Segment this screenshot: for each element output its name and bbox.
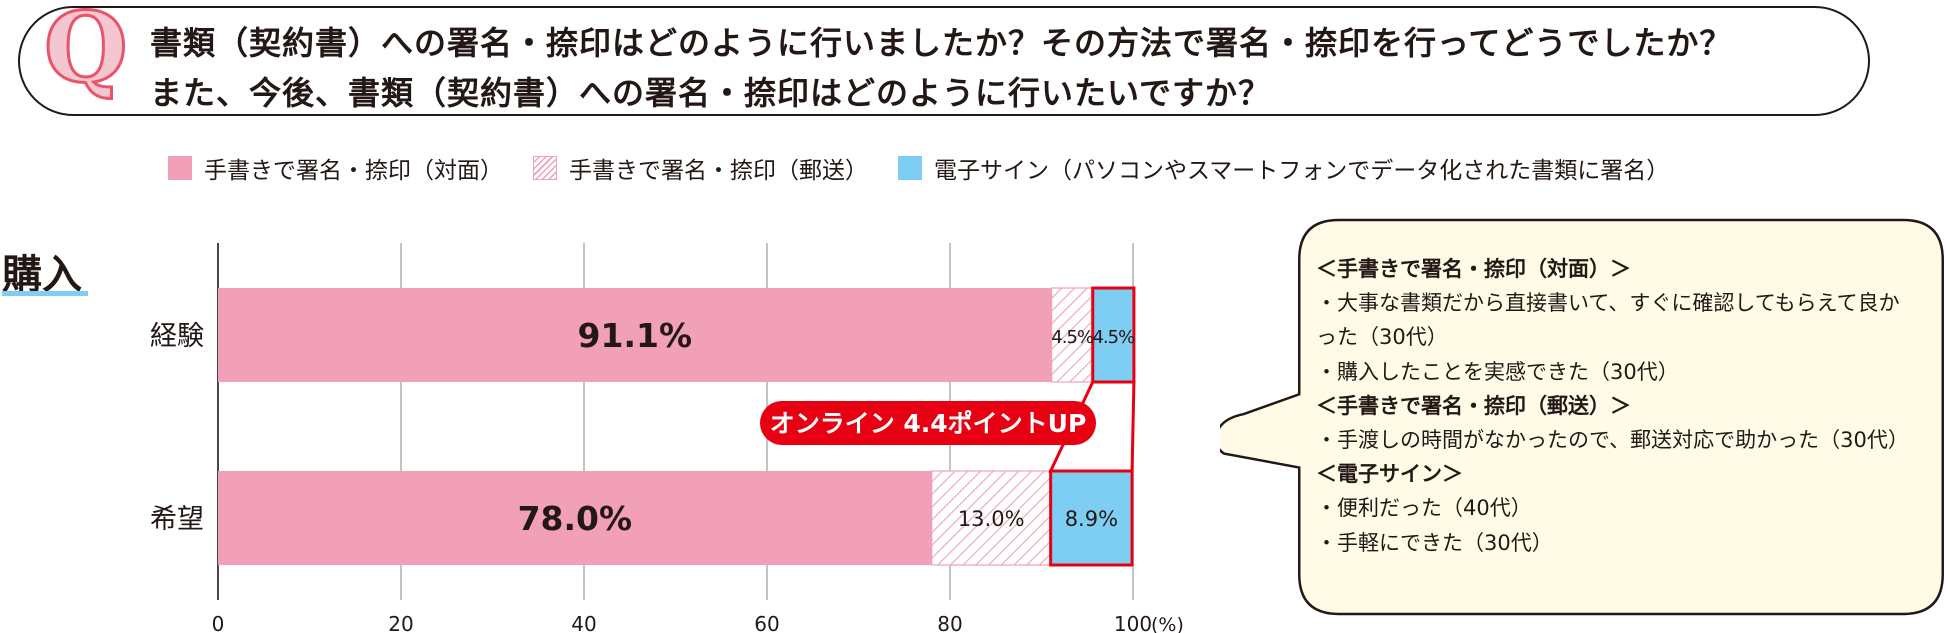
comment-list: ＜手書きで署名・捺印（対面）＞ ・大事な書類だから直接書いて、すぐに確認してもらえ… xyxy=(1316,252,1916,560)
section-label: 購入 xyxy=(2,252,82,298)
comment-heading: ＜電子サイン＞ xyxy=(1316,462,1463,487)
x-tick-label: 20 xyxy=(388,612,413,633)
bar-segment xyxy=(1050,471,1133,565)
bar-segment xyxy=(1092,288,1134,382)
x-tick-label: 40 xyxy=(571,612,596,633)
legend-swatch-mail xyxy=(533,156,557,180)
section-label-underline xyxy=(2,291,88,296)
question-box xyxy=(18,6,1870,116)
legend-label-mail: 手書きで署名・捺印（郵送） xyxy=(569,158,868,184)
legend-label-face-to-face: 手書きで署名・捺印（対面） xyxy=(204,158,503,184)
comment-item: ・手軽にできた（30代） xyxy=(1316,530,1553,555)
comment-item: ・便利だった（40代） xyxy=(1316,496,1532,521)
question-line-2: また、今後、書類（契約書）への署名・捺印はどのように行いたいですか？ xyxy=(150,74,1272,112)
legend-item-face-to-face: 手書きで署名・捺印（対面） xyxy=(168,151,503,185)
x-tick-label: 100 xyxy=(1114,612,1152,633)
legend-label-electronic: 電子サイン（パソコンやスマートフォンでデータ化された書類に署名） xyxy=(934,158,1670,184)
annotation-label: オンライン 4.4ポイントUP xyxy=(770,409,1087,438)
comment-item: ・購入したことを実感できた（30代） xyxy=(1316,359,1679,384)
data-label: 78.0% xyxy=(518,499,633,538)
comment-item: ・手渡しの時間がなかったので、郵送対応で助かった（30代） xyxy=(1316,428,1909,453)
legend-swatch-electronic xyxy=(898,156,922,180)
category-label: 希望 xyxy=(150,504,204,535)
bar-segment xyxy=(218,288,1052,382)
comment-bubble-shape xyxy=(1214,218,1944,616)
chart-legend: 手書きで署名・捺印（対面） 手書きで署名・捺印（郵送） 電子サイン（パソコンやス… xyxy=(168,150,1699,186)
legend-item-mail: 手書きで署名・捺印（郵送） xyxy=(533,151,868,185)
data-label: 8.9% xyxy=(1065,507,1118,531)
bar-segment xyxy=(218,471,932,565)
bar-segment xyxy=(1050,287,1094,383)
legend-item-electronic: 電子サイン（パソコンやスマートフォンでデータ化された書類に署名） xyxy=(898,151,1669,185)
question-line-1: 書類（契約書）への署名・捺印はどのように行いましたか？その方法で署名・捺印を行っ… xyxy=(150,24,1733,62)
question-mark-icon: Q xyxy=(43,0,130,104)
data-label: 4.5% xyxy=(1051,327,1094,348)
x-tick-label: 60 xyxy=(754,612,779,633)
x-tick-label: 0 xyxy=(212,612,225,633)
comment-heading: ＜手書きで署名・捺印（郵送）＞ xyxy=(1316,393,1631,418)
comment-item: ・大事な書類だから直接書いて、すぐに確認してもらえて良かった（30代） xyxy=(1316,291,1900,350)
data-label: 4.5% xyxy=(1092,327,1135,348)
comment-bubble xyxy=(1214,218,1950,620)
bar-segment xyxy=(931,470,1052,566)
legend-swatch-face-to-face xyxy=(168,156,192,180)
data-label: 91.1% xyxy=(578,316,693,355)
x-unit-label: (%) xyxy=(1151,614,1184,633)
data-label: 13.0% xyxy=(958,507,1025,531)
category-label: 経験 xyxy=(150,321,204,352)
comment-heading: ＜手書きで署名・捺印（対面）＞ xyxy=(1316,257,1631,281)
annotation-pill xyxy=(760,401,1096,445)
x-tick-label: 80 xyxy=(937,612,962,633)
